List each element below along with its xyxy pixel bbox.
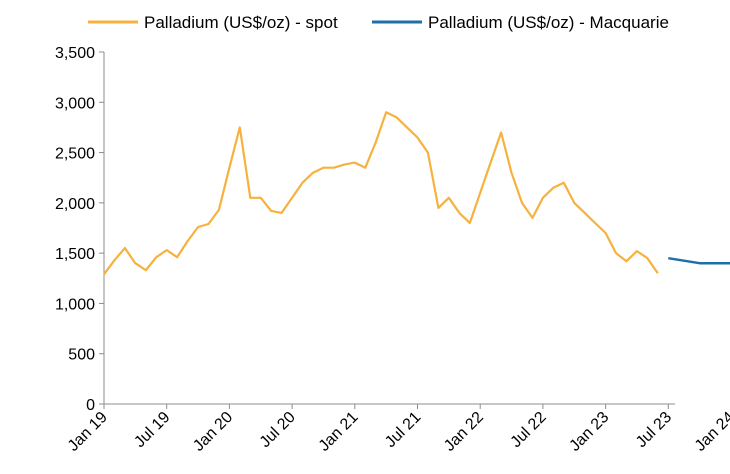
x-tick-label: Jul 22: [508, 409, 550, 451]
x-tick-label: Jul 19: [131, 409, 173, 451]
x-tick-label: Jan 22: [441, 409, 487, 455]
legend-label-macquarie: Palladium (US$/oz) - Macquarie: [428, 13, 669, 32]
y-tick-label: 0: [86, 397, 95, 414]
y-tick-label: 500: [68, 347, 95, 364]
x-tick-label: Jan 19: [65, 409, 111, 455]
y-tick-label: 1,500: [55, 246, 95, 263]
x-tick-label: Jan 21: [316, 409, 362, 455]
chart-axes: 0 500 1,000 1,500 2,000 2,500 3,000 3,500 Jan 19…: [55, 45, 730, 455]
x-tick-label: Jan 24: [692, 409, 730, 455]
x-tick-label: Jul 23: [633, 409, 675, 451]
series-line-spot: [103, 111, 659, 275]
y-tick-label: 2,000: [55, 196, 95, 213]
legend-label-spot: Palladium (US$/oz) - spot: [144, 13, 338, 32]
chart-legend: Palladium (US$/oz) - spot Palladium (US$…: [88, 13, 669, 32]
x-tick-label: Jul 21: [382, 409, 424, 451]
y-tick-label: 3,000: [55, 95, 95, 112]
y-tick-label: 1,000: [55, 296, 95, 313]
series-line-macquarie: [668, 256, 730, 265]
chart-series: [103, 111, 730, 275]
x-tick-label: Jul 20: [257, 409, 299, 451]
y-tick-label: 3,500: [55, 45, 95, 62]
y-tick-label: 2,500: [55, 146, 95, 163]
x-tick-label: Jan 20: [190, 409, 236, 455]
x-tick-label: Jan 23: [566, 409, 612, 455]
